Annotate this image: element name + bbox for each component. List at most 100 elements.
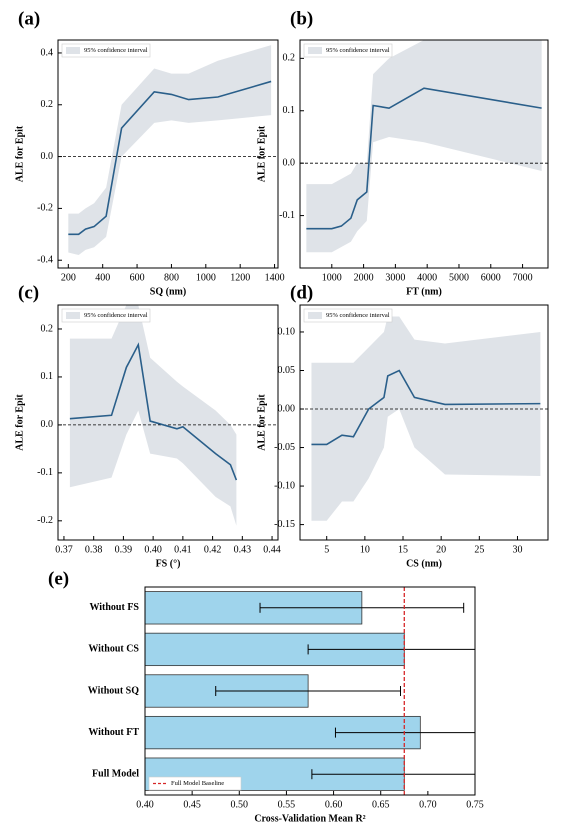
error-bar [311,769,475,780]
x-tick-label: 25 [474,544,484,555]
y-tick-label: 0.10 [278,326,296,337]
y-tick-label: 0.0 [41,419,54,430]
error-bar [259,602,465,613]
x-tick-label: 20 [436,544,446,555]
x-tick-label: 15 [398,544,408,555]
x-axis-label: CS (nm) [406,558,442,569]
x-axis-label: FT (nm) [406,286,442,297]
x-tick-label: 200 [61,272,76,283]
confidence-band [311,316,541,521]
plot-frame [299,304,549,541]
legend-label: 95% confidence interval [326,312,390,319]
y-tick-label: 0.1 [283,105,296,116]
x-tick-label: 400 [95,272,110,283]
x-tick-label: 1000 [196,272,216,283]
x-axis-label: SQ (nm) [150,286,186,297]
x-tick-label: 5 [324,544,329,555]
y-tick-label: Full Model [92,768,139,779]
x-tick-label: 0.55 [278,799,296,810]
x-axis-label: Cross-Validation Mean R² [254,813,365,824]
legend-swatch [66,47,80,54]
panel-label: (c) [18,282,39,303]
y-tick-label: -0.05 [274,442,295,453]
y-tick-label: -0.1 [279,210,295,221]
y-tick-label: Without FS [89,602,139,613]
y-tick-label: 0.00 [278,403,296,414]
panel-label: (e) [48,568,69,589]
x-tick-label: 0.37 [55,544,73,555]
x-tick-label: 0.60 [325,799,343,810]
y-tick-label: 0.4 [41,47,54,58]
legend-label: 95% confidence interval [326,47,390,54]
legend-box [61,308,151,323]
plot-frame [144,586,476,796]
legend-box [303,43,393,58]
y-tick-label: -0.2 [37,203,53,214]
confidence-band [69,305,237,526]
y-tick-label: -0.2 [37,515,53,526]
y-axis-label: ALE for Epit [256,394,267,451]
error-bar [215,686,402,696]
legend-label: 95% confidence interval [84,47,148,54]
x-tick-label: 1000 [322,272,342,283]
y-tick-label: 0.0 [41,151,54,162]
y-tick-label: -0.1 [37,467,53,478]
x-tick-label: 0.65 [372,799,390,810]
legend-box [148,776,242,791]
y-axis-label: ALE for Epit [256,125,267,182]
ale-line [311,369,541,446]
error-bar [307,644,475,655]
y-tick-label: 0.05 [278,365,296,376]
legend-box [303,308,393,323]
legend-label: 95% confidence interval [84,312,148,319]
panel-label: (a) [18,8,40,29]
legend-swatch [308,47,322,54]
x-tick-label: 3000 [385,272,405,283]
y-tick-label: 0.2 [41,99,54,110]
x-tick-label: 0.70 [419,799,437,810]
x-tick-label: 5000 [449,272,469,283]
x-tick-label: 1400 [265,272,285,283]
y-tick-label: 0.2 [41,323,54,334]
y-tick-label: Without SQ [88,685,139,696]
ale-line [68,80,272,236]
y-tick-label: 0.1 [41,371,54,382]
error-bar [334,727,475,738]
x-tick-label: 0.39 [115,544,133,555]
x-tick-label: 0.75 [466,799,484,810]
x-tick-label: 0.44 [263,544,281,555]
panel-label: (b) [290,8,313,29]
plot-frame [299,39,549,269]
plot-frame [57,304,279,541]
x-tick-label: 0.45 [183,799,201,810]
legend-swatch [308,312,322,319]
y-axis-label: ALE for Epit [14,394,25,451]
x-tick-label: 0.41 [174,544,192,555]
x-tick-label: 6000 [481,272,501,283]
y-axis-label: ALE for Epit [14,125,25,182]
x-tick-label: 600 [130,272,145,283]
x-tick-label: 10 [360,544,370,555]
y-tick-label: 0.0 [283,157,296,168]
y-tick-label: -0.10 [274,480,295,491]
legend-label: Full Model Baseline [171,780,224,787]
ale-line [306,87,542,230]
panel-label: (d) [290,282,313,303]
y-tick-label: 0.2 [283,53,296,64]
x-axis-label: FS (°) [156,558,181,569]
y-tick-label: Without CS [88,644,139,655]
y-tick-label: -0.15 [274,519,295,530]
x-tick-label: 2000 [354,272,374,283]
x-tick-label: 0.42 [204,544,222,555]
x-tick-label: 0.40 [144,544,162,555]
ale-line [69,342,238,481]
x-tick-label: 0.50 [231,799,249,810]
x-tick-label: 0.40 [136,799,154,810]
x-tick-label: 30 [512,544,522,555]
plot-frame [57,39,279,269]
legend-box [61,43,151,58]
legend-swatch [66,312,80,319]
confidence-band [306,40,542,253]
x-tick-label: 7000 [513,272,533,283]
y-tick-label: -0.4 [37,255,53,266]
